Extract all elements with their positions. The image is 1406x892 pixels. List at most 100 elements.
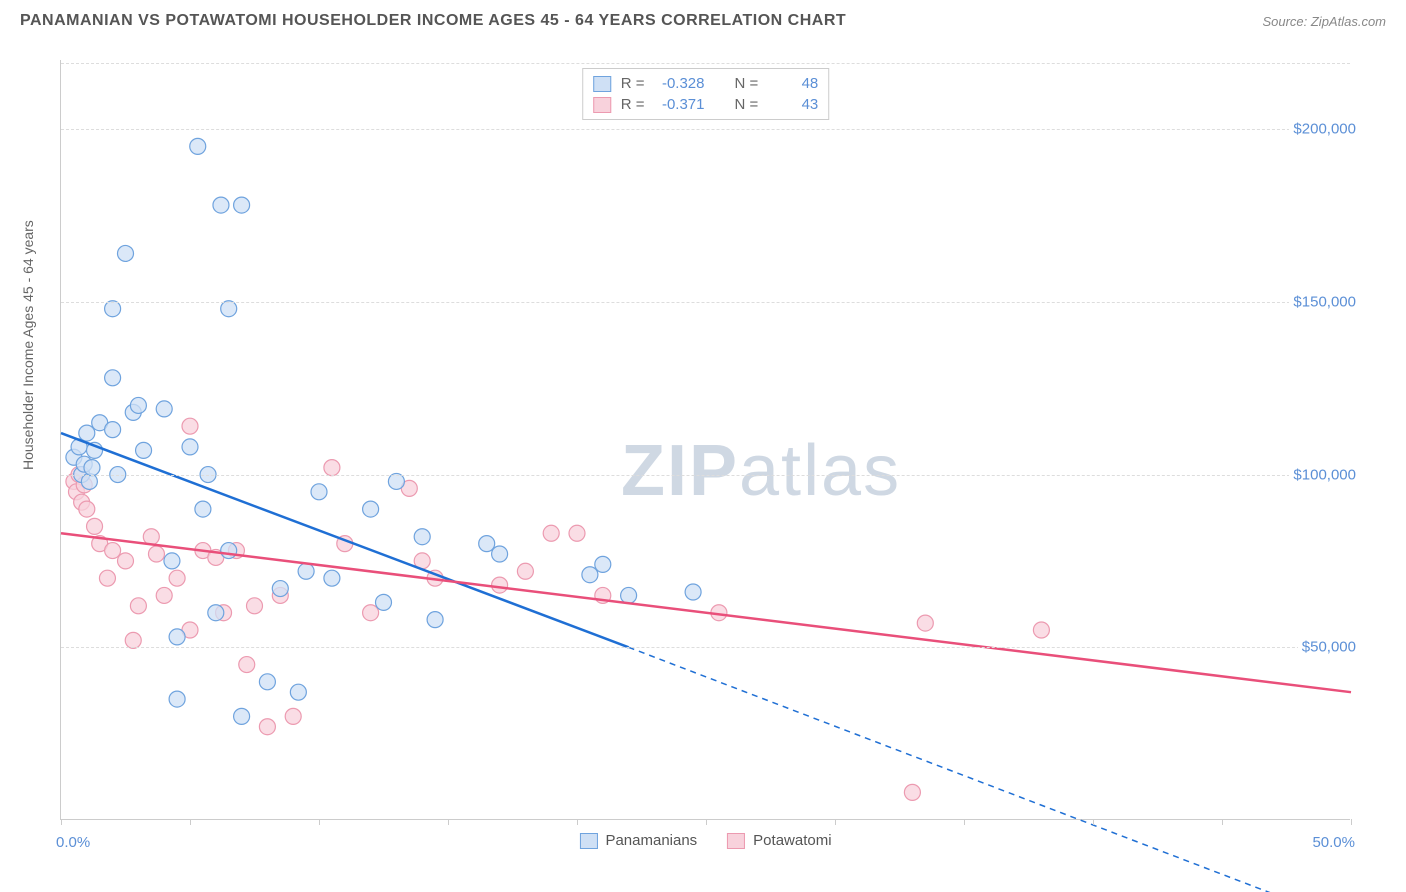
legend-label-b: Potawatomi bbox=[753, 832, 831, 849]
data-point bbox=[569, 525, 585, 541]
data-point bbox=[363, 501, 379, 517]
data-point bbox=[143, 529, 159, 545]
data-point bbox=[182, 439, 198, 455]
data-point bbox=[595, 556, 611, 572]
gridline bbox=[61, 475, 1350, 476]
data-point bbox=[213, 197, 229, 213]
data-point bbox=[182, 418, 198, 434]
data-point bbox=[363, 605, 379, 621]
data-point bbox=[917, 615, 933, 631]
data-point bbox=[311, 484, 327, 500]
x-tick bbox=[577, 819, 578, 825]
data-point bbox=[285, 708, 301, 724]
data-point bbox=[221, 301, 237, 317]
data-point bbox=[105, 370, 121, 386]
y-tick-label: $50,000 bbox=[1298, 639, 1360, 656]
data-point bbox=[118, 245, 134, 261]
data-point bbox=[105, 301, 121, 317]
data-point bbox=[79, 425, 95, 441]
x-tick bbox=[835, 819, 836, 825]
data-point bbox=[169, 570, 185, 586]
data-point bbox=[84, 460, 100, 476]
data-point bbox=[156, 401, 172, 417]
data-point bbox=[290, 684, 306, 700]
legend-item-b: Potawatomi bbox=[727, 832, 831, 849]
x-tick bbox=[61, 819, 62, 825]
legend-swatch-a-icon bbox=[579, 833, 597, 849]
data-point bbox=[118, 553, 134, 569]
data-point bbox=[259, 719, 275, 735]
x-tick bbox=[1093, 819, 1094, 825]
data-point bbox=[272, 581, 288, 597]
plot-area: ZIPatlas R = -0.328 N = 48 R = -0.371 N … bbox=[60, 60, 1350, 820]
data-point bbox=[221, 543, 237, 559]
data-point bbox=[148, 546, 164, 562]
data-point bbox=[99, 570, 115, 586]
data-point bbox=[105, 422, 121, 438]
chart-title: PANAMANIAN VS POTAWATOMI HOUSEHOLDER INC… bbox=[20, 12, 846, 30]
plot-svg bbox=[61, 60, 1350, 819]
data-point bbox=[247, 598, 263, 614]
data-point bbox=[125, 632, 141, 648]
data-point bbox=[156, 587, 172, 603]
data-point bbox=[376, 594, 392, 610]
chart-header: PANAMANIAN VS POTAWATOMI HOUSEHOLDER INC… bbox=[0, 0, 1406, 38]
data-point bbox=[136, 442, 152, 458]
y-tick-label: $200,000 bbox=[1289, 121, 1360, 138]
y-tick-label: $150,000 bbox=[1289, 293, 1360, 310]
x-tick bbox=[190, 819, 191, 825]
data-point bbox=[414, 529, 430, 545]
x-tick bbox=[448, 819, 449, 825]
data-point bbox=[81, 473, 97, 489]
data-point bbox=[517, 563, 533, 579]
x-tick bbox=[1351, 819, 1352, 825]
legend-label-a: Panamanians bbox=[605, 832, 697, 849]
x-max-label: 50.0% bbox=[1312, 834, 1355, 851]
legend-item-a: Panamanians bbox=[579, 832, 697, 849]
data-point bbox=[1033, 622, 1049, 638]
x-min-label: 0.0% bbox=[56, 834, 90, 851]
data-point bbox=[582, 567, 598, 583]
data-point bbox=[169, 691, 185, 707]
data-point bbox=[479, 536, 495, 552]
y-axis-label: Householder Income Ages 45 - 64 years bbox=[20, 220, 36, 470]
legend-series: Panamanians Potawatomi bbox=[579, 832, 831, 849]
data-point bbox=[130, 598, 146, 614]
data-point bbox=[79, 501, 95, 517]
data-point bbox=[105, 543, 121, 559]
data-point bbox=[324, 460, 340, 476]
data-point bbox=[208, 605, 224, 621]
x-tick bbox=[1222, 819, 1223, 825]
data-point bbox=[234, 197, 250, 213]
gridline bbox=[61, 129, 1350, 130]
data-point bbox=[685, 584, 701, 600]
data-point bbox=[492, 577, 508, 593]
data-point bbox=[492, 546, 508, 562]
data-point bbox=[259, 674, 275, 690]
chart-container: Householder Income Ages 45 - 64 years ZI… bbox=[50, 50, 1390, 850]
gridline bbox=[61, 647, 1350, 648]
data-point bbox=[543, 525, 559, 541]
gridline bbox=[61, 302, 1350, 303]
data-point bbox=[130, 397, 146, 413]
data-point bbox=[324, 570, 340, 586]
x-tick bbox=[964, 819, 965, 825]
data-point bbox=[87, 518, 103, 534]
data-point bbox=[388, 473, 404, 489]
data-point bbox=[234, 708, 250, 724]
data-point bbox=[427, 612, 443, 628]
trend-line-a-extrapolated bbox=[629, 647, 1351, 892]
y-tick-label: $100,000 bbox=[1289, 466, 1360, 483]
chart-source: Source: ZipAtlas.com bbox=[1262, 14, 1386, 29]
data-point bbox=[169, 629, 185, 645]
data-point bbox=[298, 563, 314, 579]
data-point bbox=[195, 501, 211, 517]
x-tick bbox=[319, 819, 320, 825]
data-point bbox=[239, 657, 255, 673]
data-point bbox=[164, 553, 180, 569]
legend-swatch-b-icon bbox=[727, 833, 745, 849]
data-point bbox=[904, 784, 920, 800]
data-point bbox=[621, 587, 637, 603]
data-point bbox=[190, 138, 206, 154]
x-tick bbox=[706, 819, 707, 825]
